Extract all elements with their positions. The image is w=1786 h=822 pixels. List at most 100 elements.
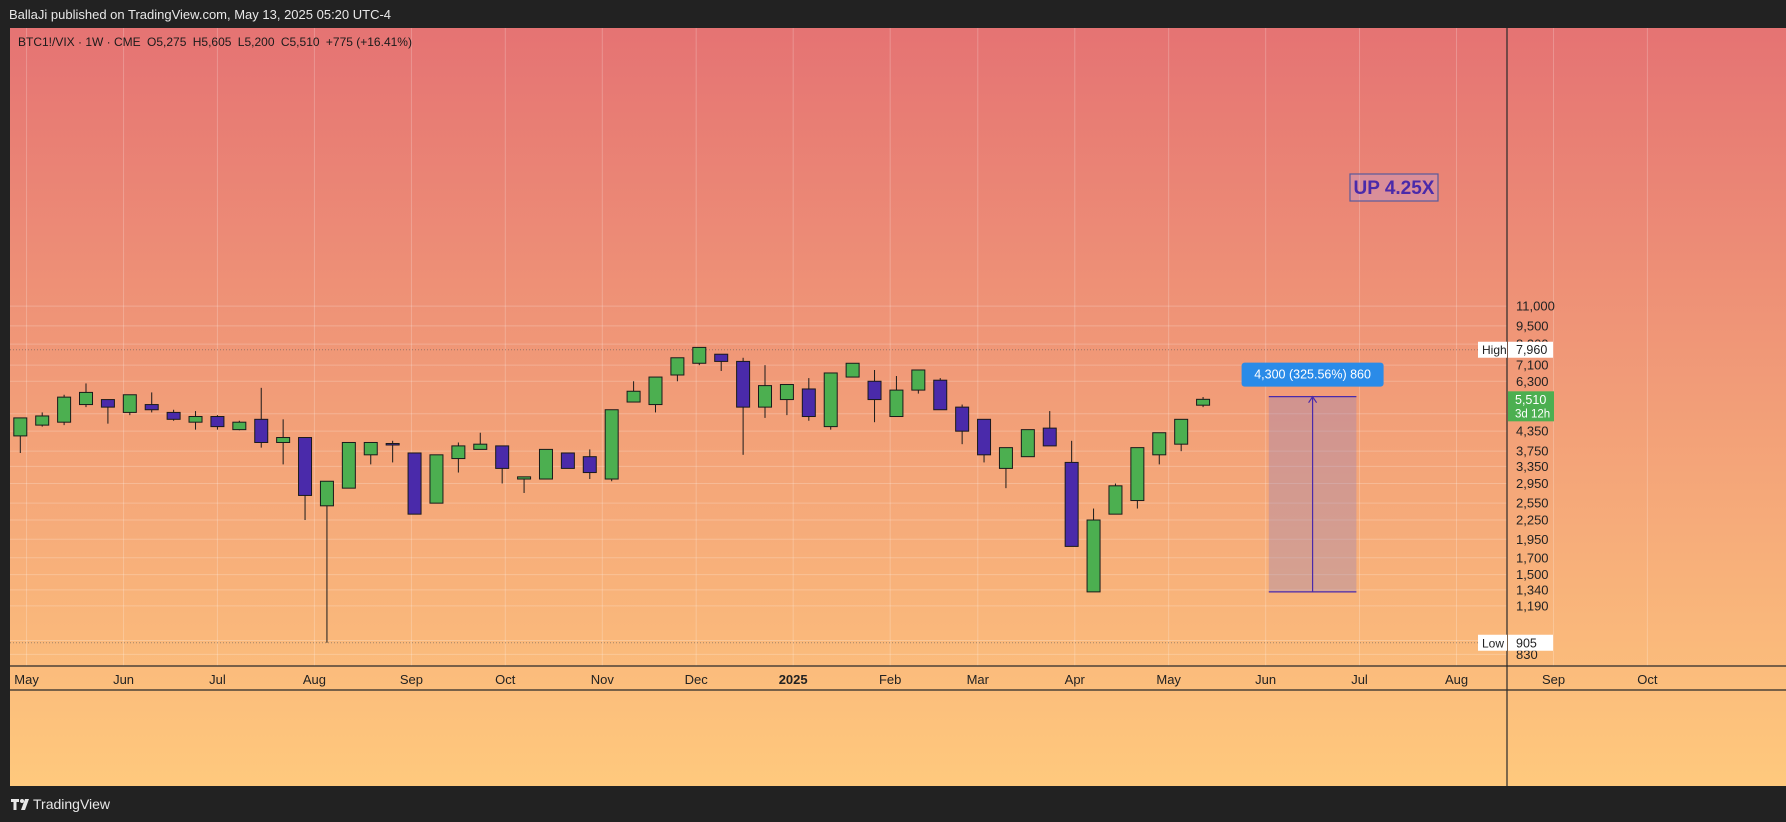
candle-up	[692, 346, 707, 366]
candle-body	[100, 399, 115, 408]
candle-body	[1130, 447, 1145, 502]
candle-up	[188, 411, 203, 430]
extreme-value-box	[1508, 634, 1553, 651]
candle-down	[495, 445, 510, 484]
candle-body	[670, 357, 685, 376]
x-tick-label: Nov	[591, 672, 615, 687]
y-tick-label: 3,350	[1516, 459, 1549, 474]
y-tick-label: 6,300	[1516, 374, 1549, 389]
x-tick-label: Jul	[1351, 672, 1368, 687]
candle-body	[13, 417, 28, 437]
candle-body	[582, 456, 597, 474]
candle-up	[911, 369, 926, 394]
candle-body	[604, 409, 619, 480]
candle-up	[35, 412, 50, 427]
candle-body	[363, 441, 378, 456]
legend-open: O5,275	[147, 35, 187, 49]
candle-body	[341, 441, 356, 489]
candle-down	[736, 357, 751, 455]
symbol-legend[interactable]: BTC1!/VIX · 1W · CME O5,275 H5,605 L5,20…	[18, 35, 415, 49]
y-tick-label: 2,550	[1516, 496, 1549, 511]
annotation-box[interactable]	[1349, 173, 1439, 202]
last-price-value: 5,510	[1515, 393, 1546, 407]
measure-label-box[interactable]	[1241, 362, 1384, 387]
candle-down	[955, 404, 970, 445]
candle-up	[1196, 397, 1211, 408]
candle-down	[714, 353, 729, 371]
x-tick-label: Jun	[113, 672, 134, 687]
candle-down	[254, 387, 269, 448]
candle-body	[451, 445, 466, 460]
candle-body	[407, 452, 422, 515]
candle-down	[801, 378, 816, 421]
candle-body	[692, 346, 707, 364]
candle-body	[298, 437, 313, 496]
candle-up	[1174, 418, 1189, 452]
measure-arrowhead-icon	[1308, 395, 1318, 403]
x-tick-label: Mar	[967, 672, 990, 687]
extreme-tag-box	[1478, 634, 1507, 651]
x-tick-label: Sep	[1542, 672, 1565, 687]
x-tick-label: Dec	[685, 672, 709, 687]
y-tick-label: 2,950	[1516, 476, 1549, 491]
legend-close: C5,510	[280, 35, 320, 49]
candle-body	[1174, 418, 1189, 445]
candle-up	[232, 420, 247, 431]
candle-up	[998, 447, 1013, 489]
candle-body	[495, 445, 510, 469]
x-tick-label: Oct	[1637, 672, 1658, 687]
x-tick-label: Apr	[1065, 672, 1086, 687]
candle-body	[319, 480, 334, 507]
candle-body	[35, 415, 50, 426]
candle-body	[845, 362, 860, 378]
annotation[interactable]: UP 4.25X	[1349, 173, 1439, 202]
candle-body	[122, 394, 137, 413]
price-chart[interactable]: 4,300 (325.56%) 860 8309201,1901,3401,50…	[10, 28, 1786, 786]
x-tick-label: Aug	[303, 672, 326, 687]
legend-symbol: BTC1!/VIX · 1W · CME	[18, 35, 141, 49]
candle-down	[1042, 411, 1057, 447]
candle-up	[758, 365, 773, 418]
candle-body	[144, 404, 159, 411]
candle-body	[57, 396, 72, 423]
candle-down	[144, 392, 159, 413]
tradingview-logo-icon[interactable]	[10, 796, 30, 812]
footer-brand[interactable]: TradingView	[33, 796, 111, 812]
candle-body	[626, 390, 641, 403]
candle-up	[13, 417, 28, 453]
candle-body	[998, 447, 1013, 469]
candle-body	[823, 372, 838, 428]
candle-up	[473, 432, 488, 450]
x-tick-label: Jun	[1255, 672, 1276, 687]
measure-label-text: 4,300 (325.56%) 860	[1254, 368, 1371, 382]
candle-body	[801, 388, 816, 418]
candle-up	[79, 383, 94, 408]
publish-text: BallaJi published on TradingView.com, Ma…	[9, 7, 392, 22]
candle-down	[933, 378, 948, 411]
candle-body	[889, 389, 904, 418]
candle-body	[188, 416, 203, 423]
candle-body	[560, 452, 575, 469]
candle-body	[1042, 427, 1057, 447]
x-tick-label: 2025	[779, 672, 808, 687]
candle-body	[1064, 461, 1079, 547]
candle-body	[429, 454, 444, 504]
measure-tool[interactable]: 4,300 (325.56%) 860	[1241, 362, 1384, 593]
candle-up	[823, 372, 838, 430]
grid-lines	[10, 28, 1648, 666]
candle-body	[385, 442, 400, 446]
y-tick-label: 7,100	[1516, 358, 1549, 373]
candle-body	[955, 406, 970, 432]
candle-up	[1130, 447, 1145, 509]
bar-countdown: 3d 12h	[1515, 408, 1550, 420]
x-tick-label: Jul	[209, 672, 226, 687]
axes	[10, 28, 1786, 786]
candle-body	[911, 369, 926, 391]
candle-up	[538, 448, 553, 480]
extreme-tag-label: High	[1482, 343, 1507, 357]
candle-down	[100, 399, 115, 424]
extreme-value-label: 905	[1516, 636, 1537, 650]
candle-down	[166, 409, 181, 421]
candle-up	[779, 384, 794, 416]
candle-up	[626, 381, 641, 403]
